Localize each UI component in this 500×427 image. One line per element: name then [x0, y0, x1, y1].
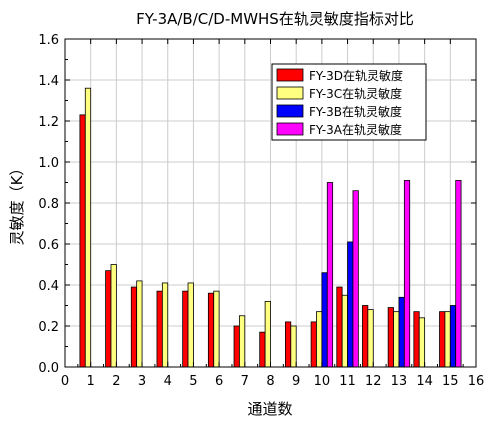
legend-label: FY-3C在轨灵敏度 [309, 86, 402, 101]
bar [233, 325, 240, 368]
bar [156, 290, 163, 368]
y-tick-label: 0.2 [38, 320, 59, 335]
bar [259, 331, 266, 368]
bar [110, 264, 117, 368]
x-tick-label: 11 [339, 374, 356, 389]
bar [336, 286, 343, 368]
legend-swatch [276, 86, 304, 100]
x-tick-label: 6 [215, 374, 223, 389]
y-tick-label: 1.4 [38, 74, 59, 89]
bar [449, 305, 457, 368]
legend-swatch [276, 68, 304, 82]
bar [387, 307, 394, 368]
legend-label: FY-3D在轨灵敏度 [309, 68, 403, 83]
bar [326, 182, 334, 368]
bar [239, 315, 246, 368]
bar [347, 241, 354, 368]
x-tick-label: 5 [189, 374, 197, 389]
bar [403, 180, 411, 368]
legend-swatch [276, 122, 304, 136]
x-tick-label: 8 [266, 374, 274, 389]
chart-title: FY-3A/B/C/D-MWHS在轨灵敏度指标对比 [136, 10, 414, 28]
bars [79, 87, 462, 368]
y-tick-label: 0.0 [38, 361, 59, 376]
y-tick-label: 1.0 [38, 156, 59, 171]
legend-label: FY-3A在轨灵敏度 [309, 122, 402, 137]
y-tick-label: 1.2 [38, 115, 59, 130]
axis-ticks: 0 1 2 3 4 5 6 7 8 9 10 11 12 13 14 15 160.00.20.40.60.81… [38, 33, 484, 389]
bar [341, 294, 348, 368]
x-tick-label: 2 [112, 374, 120, 389]
bar [439, 311, 446, 368]
bar [84, 87, 92, 368]
bar [362, 305, 369, 368]
bar [130, 286, 138, 368]
bar [284, 321, 292, 368]
bar [79, 114, 86, 368]
x-tick-label: 10 [314, 374, 331, 389]
bar [367, 309, 374, 368]
bar [321, 272, 328, 368]
bar [418, 317, 426, 368]
x-tick-label: 14 [416, 374, 433, 389]
y-tick-label: 0.4 [38, 279, 59, 294]
bar [310, 321, 317, 368]
bar [393, 311, 400, 368]
bar [213, 290, 220, 368]
bar [161, 282, 169, 368]
bar [136, 280, 143, 368]
x-tick-label: 13 [391, 374, 408, 389]
bar [352, 190, 359, 368]
bar [290, 325, 297, 368]
x-tick-label: 4 [164, 374, 172, 389]
bar [187, 282, 194, 368]
legend-label: FY-3B在轨灵敏度 [309, 104, 402, 119]
x-tick-label: 7 [241, 374, 249, 389]
bar [455, 180, 462, 368]
y-axis-label: 灵敏度（K） [8, 161, 26, 246]
bar [444, 311, 451, 368]
bar [105, 270, 112, 368]
y-tick-label: 1.6 [38, 33, 59, 48]
y-tick-label: 0.6 [38, 238, 59, 253]
legend: FY-3D在轨灵敏度 FY-3C在轨灵敏度 FY-3B在轨灵敏度 FY-3A在轨灵敏度 [271, 63, 427, 141]
bar [182, 290, 189, 368]
x-tick-label: 9 [292, 374, 300, 389]
x-tick-label: 0 [61, 374, 69, 389]
x-tick-label: 16 [468, 374, 485, 389]
y-tick-label: 0.8 [38, 197, 59, 212]
x-tick-label: 3 [138, 374, 146, 389]
x-axis-label: 通道数 [247, 400, 292, 418]
bar [398, 296, 405, 368]
bar [264, 300, 271, 368]
x-tick-label: 12 [365, 374, 382, 389]
x-tick-label: 1 [87, 374, 95, 389]
bar [316, 311, 323, 368]
bar [207, 292, 215, 368]
bar [413, 311, 420, 368]
legend-swatch [276, 104, 304, 118]
x-tick-label: 15 [442, 374, 459, 389]
